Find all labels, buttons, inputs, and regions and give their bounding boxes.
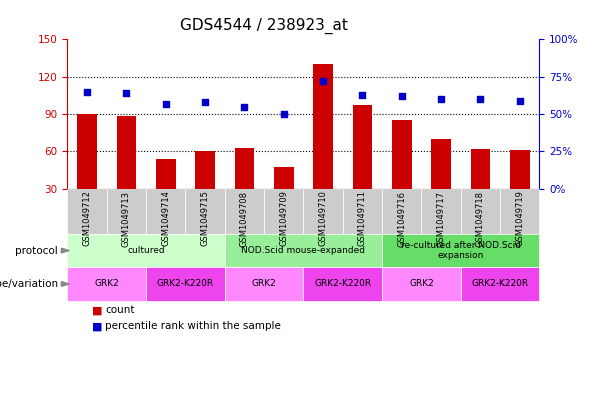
Bar: [471, 149, 490, 189]
Text: GSM1049719: GSM1049719: [516, 191, 524, 246]
Text: protocol: protocol: [15, 246, 58, 255]
Bar: [352, 105, 372, 189]
Point: [357, 92, 367, 98]
Text: GSM1049713: GSM1049713: [122, 191, 131, 246]
Point: [82, 88, 92, 95]
Text: re-cultured after NOD.Scid
expansion: re-cultured after NOD.Scid expansion: [401, 241, 521, 260]
Text: GSM1049711: GSM1049711: [358, 191, 367, 246]
Text: GRK2: GRK2: [409, 279, 434, 288]
Point: [476, 96, 485, 102]
Point: [397, 93, 406, 99]
Text: GSM1049715: GSM1049715: [200, 191, 210, 246]
Text: GSM1049709: GSM1049709: [280, 191, 288, 246]
Bar: [235, 147, 254, 189]
Text: GRK2-K220R: GRK2-K220R: [157, 279, 214, 288]
Bar: [274, 167, 294, 189]
Bar: [116, 116, 136, 189]
Text: GSM1049710: GSM1049710: [319, 191, 327, 246]
Bar: [77, 114, 97, 189]
Text: percentile rank within the sample: percentile rank within the sample: [105, 321, 281, 331]
Point: [161, 100, 170, 107]
Bar: [196, 151, 215, 189]
Text: GSM1049708: GSM1049708: [240, 191, 249, 246]
Text: count: count: [105, 305, 135, 316]
Text: cultured: cultured: [128, 246, 165, 255]
Point: [240, 103, 249, 110]
Text: GSM1049712: GSM1049712: [83, 191, 91, 246]
Point: [436, 96, 446, 102]
Text: ■: ■: [92, 305, 102, 316]
Bar: [392, 120, 411, 189]
Text: GRK2: GRK2: [252, 279, 276, 288]
Text: ■: ■: [92, 321, 102, 331]
Text: GSM1049716: GSM1049716: [397, 191, 406, 246]
Text: GSM1049717: GSM1049717: [436, 191, 446, 246]
Text: GDS4544 / 238923_at: GDS4544 / 238923_at: [180, 18, 348, 34]
Text: NOD.Scid mouse-expanded: NOD.Scid mouse-expanded: [242, 246, 365, 255]
Bar: [510, 150, 530, 189]
Point: [515, 97, 525, 104]
Bar: [313, 64, 333, 189]
Text: GRK2: GRK2: [94, 279, 119, 288]
Text: genotype/variation: genotype/variation: [0, 279, 58, 289]
Point: [318, 78, 328, 84]
Text: GRK2-K220R: GRK2-K220R: [471, 279, 528, 288]
Text: GSM1049718: GSM1049718: [476, 191, 485, 246]
Text: GRK2-K220R: GRK2-K220R: [314, 279, 371, 288]
Text: GSM1049714: GSM1049714: [161, 191, 170, 246]
Bar: [156, 159, 175, 189]
Bar: [432, 139, 451, 189]
Point: [121, 90, 131, 96]
Point: [279, 111, 289, 117]
Point: [200, 99, 210, 105]
